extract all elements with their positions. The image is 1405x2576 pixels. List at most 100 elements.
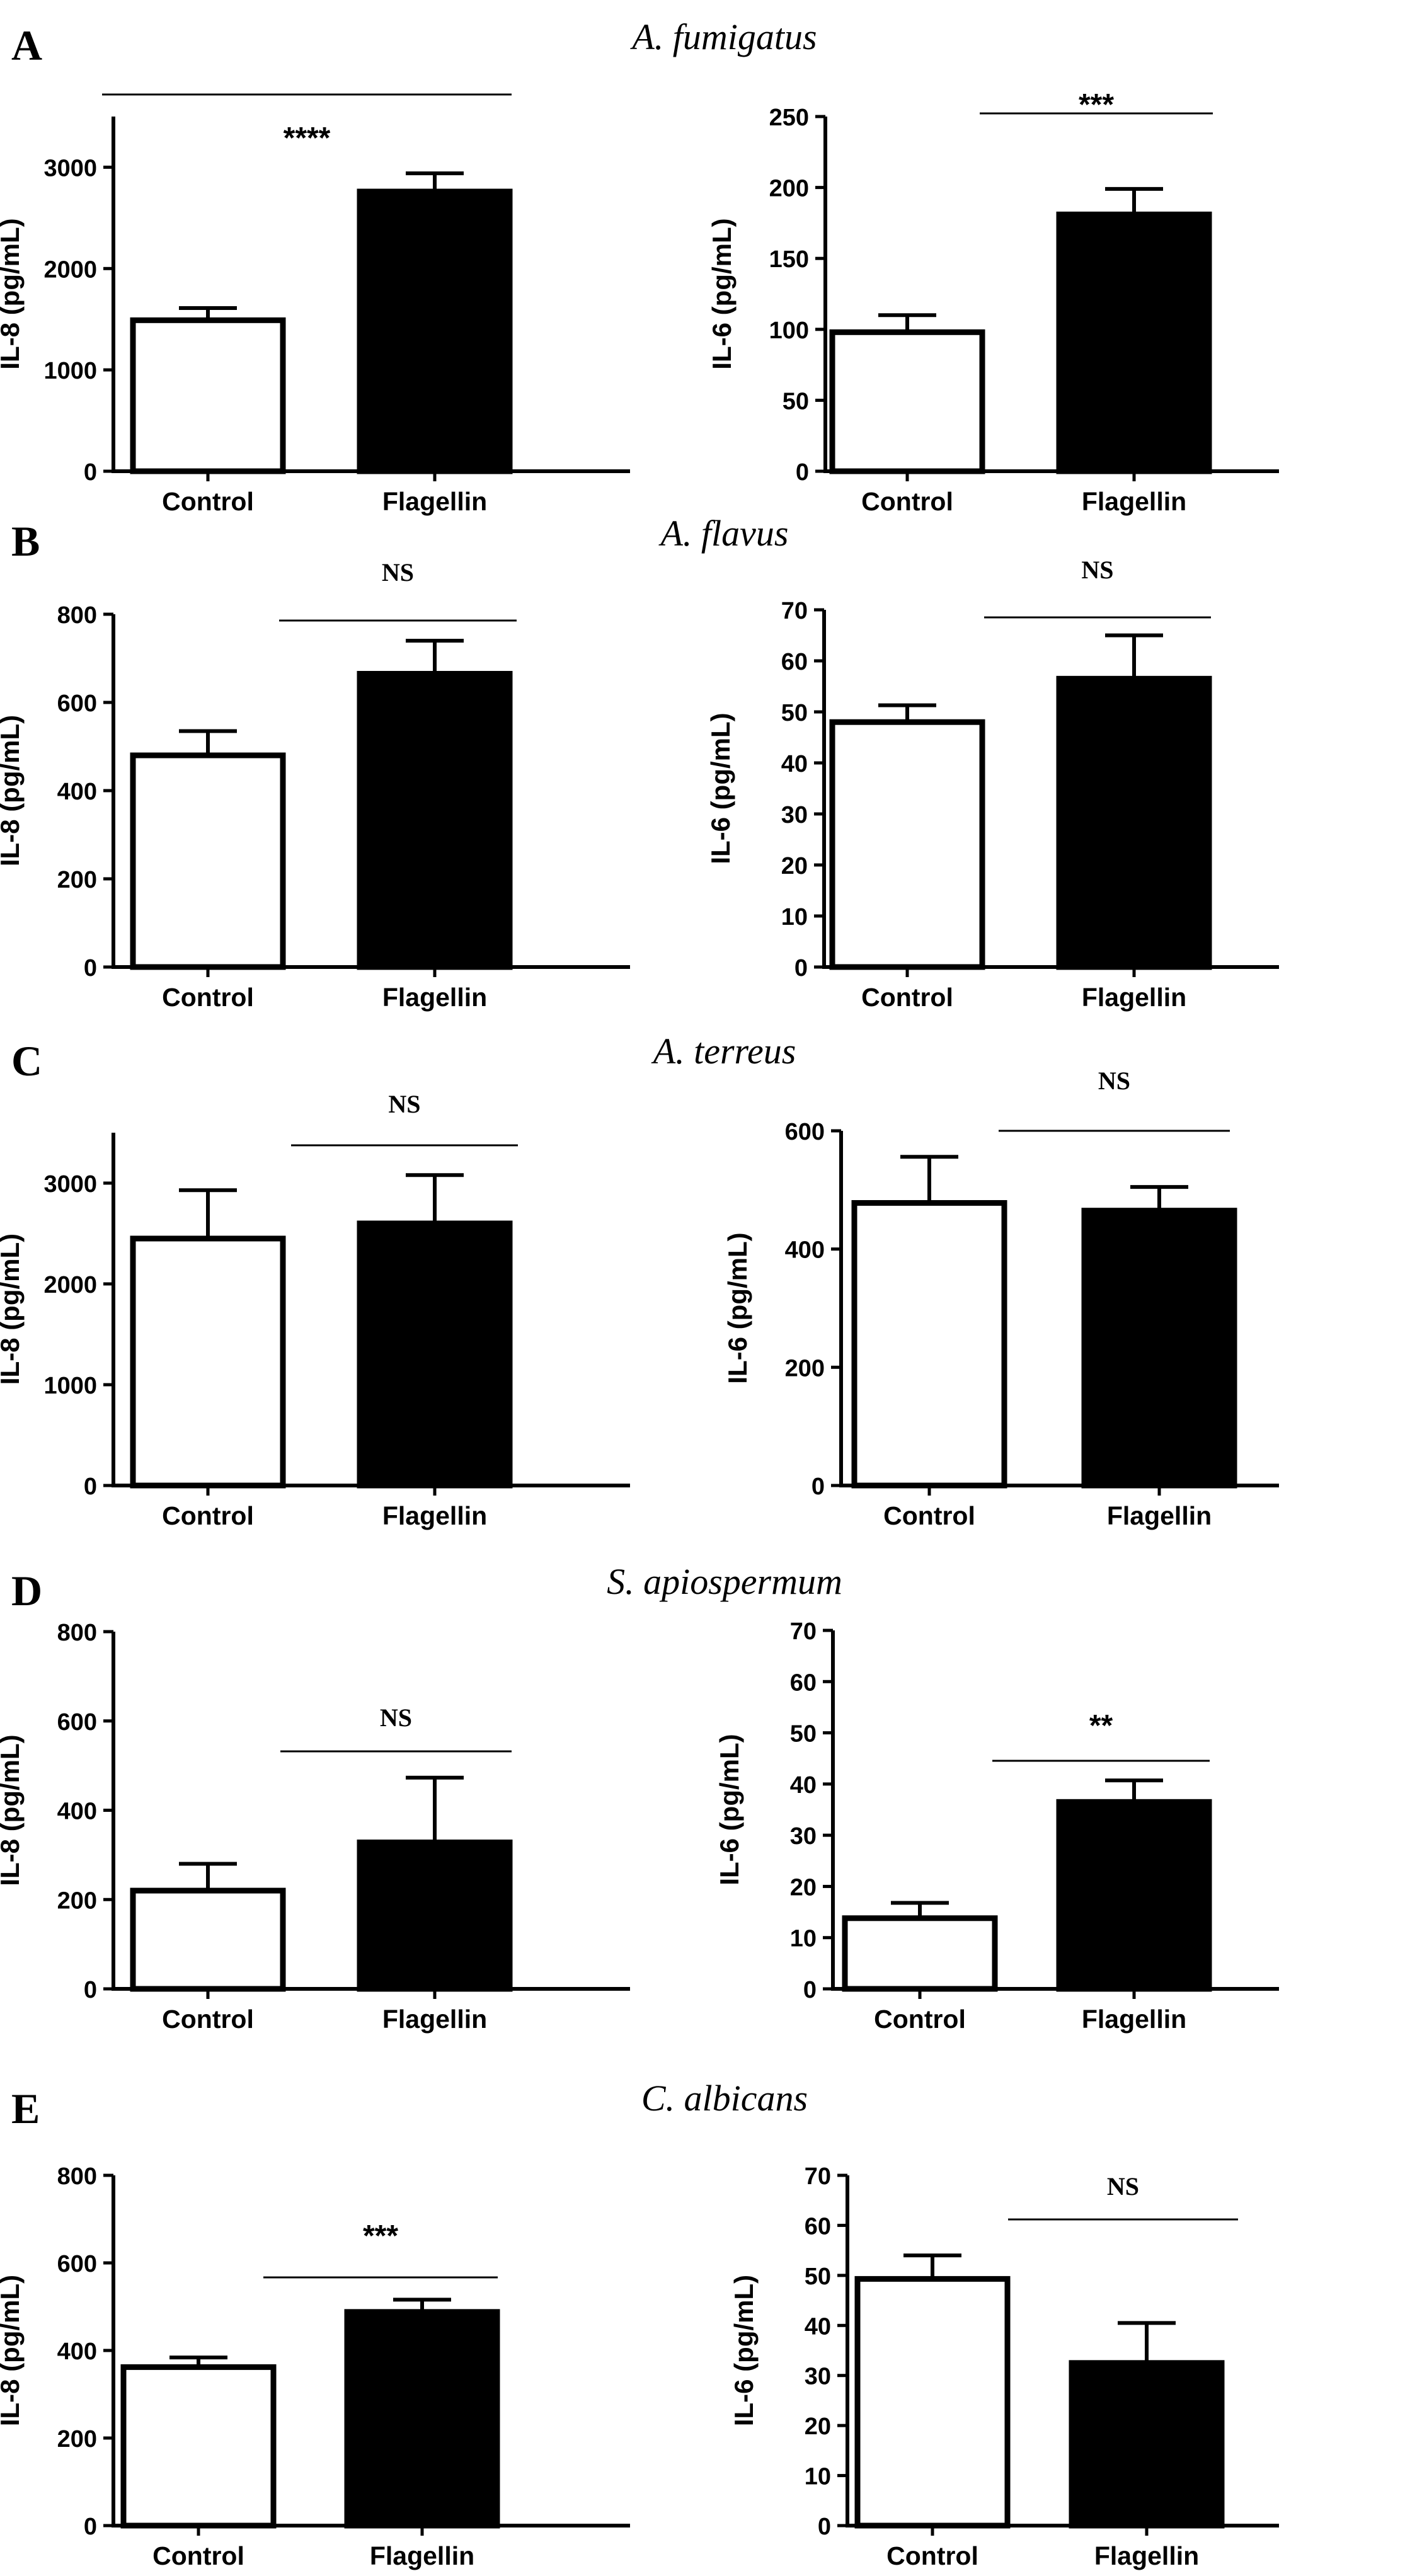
e-il6-tick-label-70: 70 xyxy=(805,2163,831,2190)
c-il8-category-label-control: Control xyxy=(162,1501,254,1530)
c-il8-tick-label-0: 0 xyxy=(84,1474,97,1500)
d-il6-tick-label-50: 50 xyxy=(790,1721,817,1748)
c-il6-tick-label-400: 400 xyxy=(785,1237,825,1264)
b-il6-tick-label-40: 40 xyxy=(781,751,808,777)
b-il8-bar-flagellin xyxy=(357,671,513,970)
d-il6-bar-control xyxy=(842,1915,998,1992)
d-il6-category-label-control: Control xyxy=(874,2005,966,2034)
d-il8-category-label-flagellin: Flagellin xyxy=(382,2005,487,2034)
b-il8-category-label-flagellin: Flagellin xyxy=(382,983,487,1012)
b-il8-tick-label-800: 800 xyxy=(57,602,97,629)
e-il8-category-label-control: Control xyxy=(152,2541,244,2570)
chart-b-il6: 0 10 20 30 40 50 60 70 IL-6 (pg/mL) Control Flagel… xyxy=(706,556,1279,1012)
b-il6-tick-label-60: 60 xyxy=(781,649,808,675)
chart-b-il8: 0 200 400 600 800 IL-8 (pg/mL) Control Flagelli… xyxy=(0,558,630,1012)
d-il8-tick-label-800: 800 xyxy=(57,1620,97,1646)
b-il6-significance-label: NS xyxy=(1081,556,1113,584)
e-il6-tick-label-50: 50 xyxy=(805,2264,831,2290)
e-il6-bar-control xyxy=(854,2275,1011,2529)
d-il6-category-label-flagellin: Flagellin xyxy=(1082,2005,1186,2034)
b-il6-category-label-flagellin: Flagellin xyxy=(1082,983,1186,1012)
b-il6-tick-label-70: 70 xyxy=(781,598,808,624)
c-il6-category-label-control: Control xyxy=(883,1501,975,1530)
a-il6-bar-flagellin xyxy=(1056,211,1212,474)
c-il8-y-label: IL-8 (pg/mL) xyxy=(0,1234,25,1385)
a-il8-tick-label-3000: 3000 xyxy=(43,155,97,181)
e-il6-category-label-flagellin: Flagellin xyxy=(1094,2541,1199,2570)
d-il6-tick-label-40: 40 xyxy=(790,1772,817,1799)
b-il8-category-label-control: Control xyxy=(162,983,254,1012)
e-il6-tick-label-60: 60 xyxy=(805,2213,831,2240)
d-il6-tick-label-20: 20 xyxy=(790,1874,817,1901)
chart-a-il8: 0 1000 2000 3000 IL-8 (pg/mL) Control Flagelli… xyxy=(0,93,630,516)
a-il6-y-label: IL-6 (pg/mL) xyxy=(707,218,737,369)
a-il8-significance-label: **** xyxy=(284,122,331,155)
d-il6-tick-label-10: 10 xyxy=(790,1926,817,1952)
c-il6-tick-label-200: 200 xyxy=(785,1355,825,1382)
e-il6-tick-label-20: 20 xyxy=(805,2413,831,2440)
b-il8-tick-label-400: 400 xyxy=(57,779,97,805)
e-il8-significance-label: *** xyxy=(363,2219,398,2253)
e-il6-y-label: IL-6 (pg/mL) xyxy=(729,2275,759,2426)
c-il6-tick-label-0: 0 xyxy=(811,1474,825,1500)
c-il6-y-label: IL-6 (pg/mL) xyxy=(723,1232,752,1383)
chart-c-il6: 0 200 400 600 IL-6 (pg/mL) Control Flagellin NS xyxy=(723,1067,1279,1530)
e-il8-category-label-flagellin: Flagellin xyxy=(370,2541,474,2570)
e-il8-bar-control xyxy=(120,2364,277,2529)
b-il6-tick-label-20: 20 xyxy=(781,853,808,879)
d-il6-significance-label: ** xyxy=(1089,1709,1113,1743)
c-il8-tick-label-3000: 3000 xyxy=(43,1171,97,1198)
organism-title-b: A. flavus xyxy=(658,513,789,554)
b-il8-y-label: IL-8 (pg/mL) xyxy=(0,715,25,866)
chart-d-il6: 0 10 20 30 40 50 60 70 IL-6 (pg/mL) Control Flagel… xyxy=(714,1618,1279,2034)
chart-e-il6: 0 10 20 30 40 50 60 70 IL-6 (pg/mL) Control Flagel… xyxy=(729,2163,1279,2570)
b-il6-tick-label-10: 10 xyxy=(781,904,808,930)
a-il6-tick-label-200: 200 xyxy=(769,176,809,202)
d-il6-tick-label-60: 60 xyxy=(790,1669,817,1696)
c-il6-bar-control xyxy=(851,1199,1007,1489)
c-il8-bar-control xyxy=(130,1235,286,1489)
b-il8-tick-label-0: 0 xyxy=(84,955,97,982)
panel-letter-c: C xyxy=(11,1037,42,1085)
b-il8-bar-control xyxy=(130,752,286,970)
d-il8-tick-label-0: 0 xyxy=(84,1977,97,2003)
d-il6-bar-flagellin xyxy=(1056,1799,1212,1992)
panel-letter-d: D xyxy=(11,1567,42,1615)
e-il6-tick-label-40: 40 xyxy=(805,2313,831,2340)
d-il8-significance-label: NS xyxy=(380,1703,412,1732)
a-il6-tick-label-50: 50 xyxy=(783,388,809,415)
e-il8-bar-flagellin xyxy=(344,2309,500,2529)
d-il8-tick-label-200: 200 xyxy=(57,1887,97,1914)
d-il8-y-label: IL-8 (pg/mL) xyxy=(0,1734,25,1886)
d-il6-tick-label-70: 70 xyxy=(790,1618,817,1645)
e-il6-category-label-control: Control xyxy=(886,2541,978,2570)
e-il6-tick-label-30: 30 xyxy=(805,2364,831,2390)
a-il8-category-label-control: Control xyxy=(162,487,254,516)
b-il6-y-label: IL-6 (pg/mL) xyxy=(706,713,735,864)
e-il6-significance-label: NS xyxy=(1107,2172,1139,2201)
a-il8-y-label: IL-8 (pg/mL) xyxy=(0,218,25,369)
e-il8-tick-label-600: 600 xyxy=(57,2251,97,2277)
d-il6-tick-label-0: 0 xyxy=(803,1977,817,2003)
a-il8-bar-control xyxy=(130,317,286,474)
d-il8-tick-label-600: 600 xyxy=(57,1709,97,1736)
e-il6-bar-flagellin xyxy=(1069,2360,1225,2529)
panel-letter-e: E xyxy=(11,2085,40,2132)
chart-c-il8: 0 1000 2000 3000 IL-8 (pg/mL) Control Flagelli… xyxy=(0,1090,630,1530)
c-il8-tick-label-1000: 1000 xyxy=(43,1373,97,1399)
d-il8-bar-control xyxy=(130,1887,286,1992)
chart-e-il8: 0 200 400 600 800 IL-8 (pg/mL) Control Flagelli… xyxy=(0,2163,630,2570)
a-il8-tick-label-1000: 1000 xyxy=(43,358,97,384)
chart-a-il6: 0 50 100 150 200 250 IL-6 (pg/mL) Control Flagel… xyxy=(707,88,1279,516)
a-il6-tick-label-0: 0 xyxy=(796,459,809,486)
c-il6-significance-label: NS xyxy=(1098,1067,1130,1095)
a-il8-tick-label-0: 0 xyxy=(84,459,97,486)
d-il8-bar-flagellin xyxy=(357,1840,513,1992)
panel-letter-a: A xyxy=(11,21,42,69)
d-il6-tick-label-30: 30 xyxy=(790,1823,817,1850)
b-il8-tick-label-600: 600 xyxy=(57,690,97,717)
a-il6-significance-label: *** xyxy=(1079,88,1114,122)
c-il8-category-label-flagellin: Flagellin xyxy=(382,1501,487,1530)
a-il6-category-label-control: Control xyxy=(861,487,953,516)
organism-title-d: S. apiospermum xyxy=(607,1561,842,1602)
